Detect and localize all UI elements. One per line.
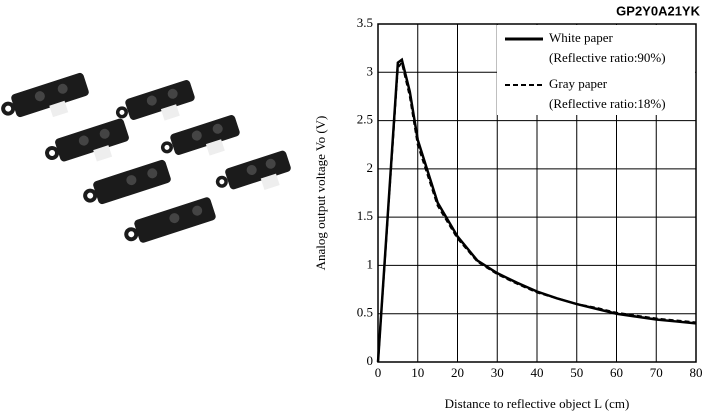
x-tick-label: 20 <box>451 365 464 380</box>
legend-label: White paper <box>549 30 614 45</box>
y-tick-label: 2.5 <box>357 112 373 127</box>
legend-note: (Reflective ratio:90%) <box>549 50 666 65</box>
x-tick-label: 40 <box>531 365 544 380</box>
y-tick-label: 3.5 <box>357 15 373 30</box>
legend-note: (Reflective ratio:18%) <box>549 96 666 111</box>
y-tick-label: 1.5 <box>357 208 373 223</box>
y-tick-label: 1 <box>367 256 374 271</box>
x-tick-label: 30 <box>491 365 504 380</box>
y-tick-label: 3 <box>367 63 374 78</box>
legend-label: Gray paper <box>549 76 608 91</box>
sensor-photo <box>0 72 295 248</box>
y-tick-label: 0 <box>367 353 374 368</box>
x-tick-label: 80 <box>690 365 703 380</box>
x-tick-label: 50 <box>570 365 583 380</box>
x-tick-label: 10 <box>411 365 424 380</box>
x-tick-label: 0 <box>375 365 382 380</box>
x-tick-label: 70 <box>650 365 663 380</box>
x-tick-label: 60 <box>610 365 623 380</box>
y-tick-label: 2 <box>367 160 374 175</box>
x-axis-label: Distance to reflective object L (cm) <box>445 396 630 411</box>
y-axis-label: Analog output voltage Vo (V) <box>313 116 328 271</box>
y-tick-label: 0.5 <box>357 305 373 320</box>
chart-title: GP2Y0A21YK <box>616 3 700 18</box>
chart: GP2Y0A21YK Distance to reflective object… <box>0 0 707 414</box>
